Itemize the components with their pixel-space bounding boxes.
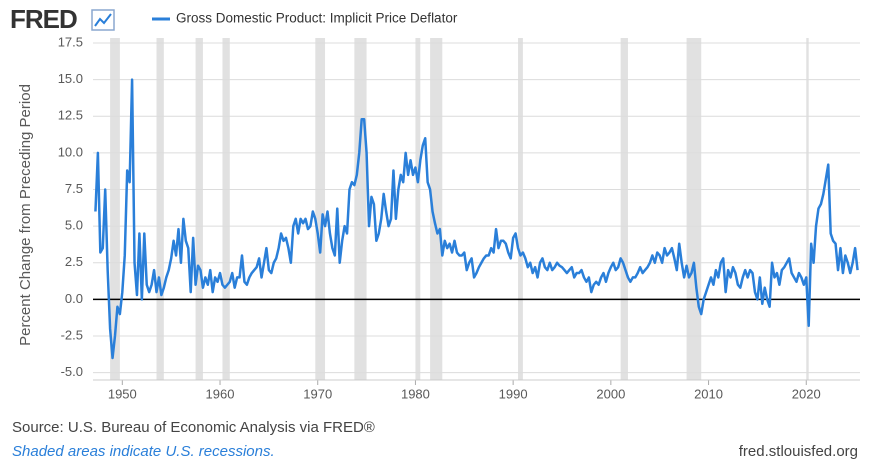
recession-band — [222, 38, 230, 380]
recession-band — [686, 38, 702, 380]
x-tick-label: 1960 — [206, 386, 235, 401]
recession-band — [430, 38, 443, 380]
y-tick-label: -5.0 — [61, 364, 83, 379]
recession-band — [195, 38, 203, 380]
site-url[interactable]: fred.stlouisfed.org — [739, 443, 858, 460]
x-tick-label: 1980 — [401, 386, 430, 401]
x-tick-label: 1950 — [108, 386, 137, 401]
y-tick-label: 0.0 — [65, 291, 83, 306]
y-tick-label: 15.0 — [58, 71, 83, 86]
recession-band — [315, 38, 326, 380]
y-tick-label: 12.5 — [58, 108, 83, 123]
legend-label: Gross Domestic Product: Implicit Price D… — [176, 11, 458, 26]
recession-band — [806, 38, 809, 380]
x-tick-label: 2010 — [694, 386, 723, 401]
y-tick-label: 7.5 — [65, 181, 83, 196]
x-tick-label: 1990 — [499, 386, 528, 401]
series-line — [94, 78, 859, 360]
recession-band — [620, 38, 628, 380]
logo: FRED — [10, 4, 77, 34]
recession-note: Shaded areas indicate U.S. recessions. — [12, 443, 275, 460]
recession-band — [354, 38, 367, 380]
recession-band — [156, 38, 164, 380]
recession-band — [110, 38, 120, 380]
source: Source: U.S. Bureau of Economic Analysis… — [12, 419, 375, 436]
recession-band — [415, 38, 421, 380]
y-tick-label: 17.5 — [58, 34, 83, 49]
y-tick-label: 5.0 — [65, 218, 83, 233]
y-axis-label: Percent Change from Preceding Period — [17, 84, 34, 346]
y-tick-label: 10.0 — [58, 144, 83, 159]
x-tick-label: 2020 — [792, 386, 821, 401]
y-tick-label: 2.5 — [65, 254, 83, 269]
logo-icon — [91, 9, 115, 31]
y-tick-label: -2.5 — [61, 327, 83, 342]
x-tick-label: 1970 — [303, 386, 332, 401]
recession-band — [518, 38, 523, 380]
x-tick-label: 2000 — [596, 386, 625, 401]
